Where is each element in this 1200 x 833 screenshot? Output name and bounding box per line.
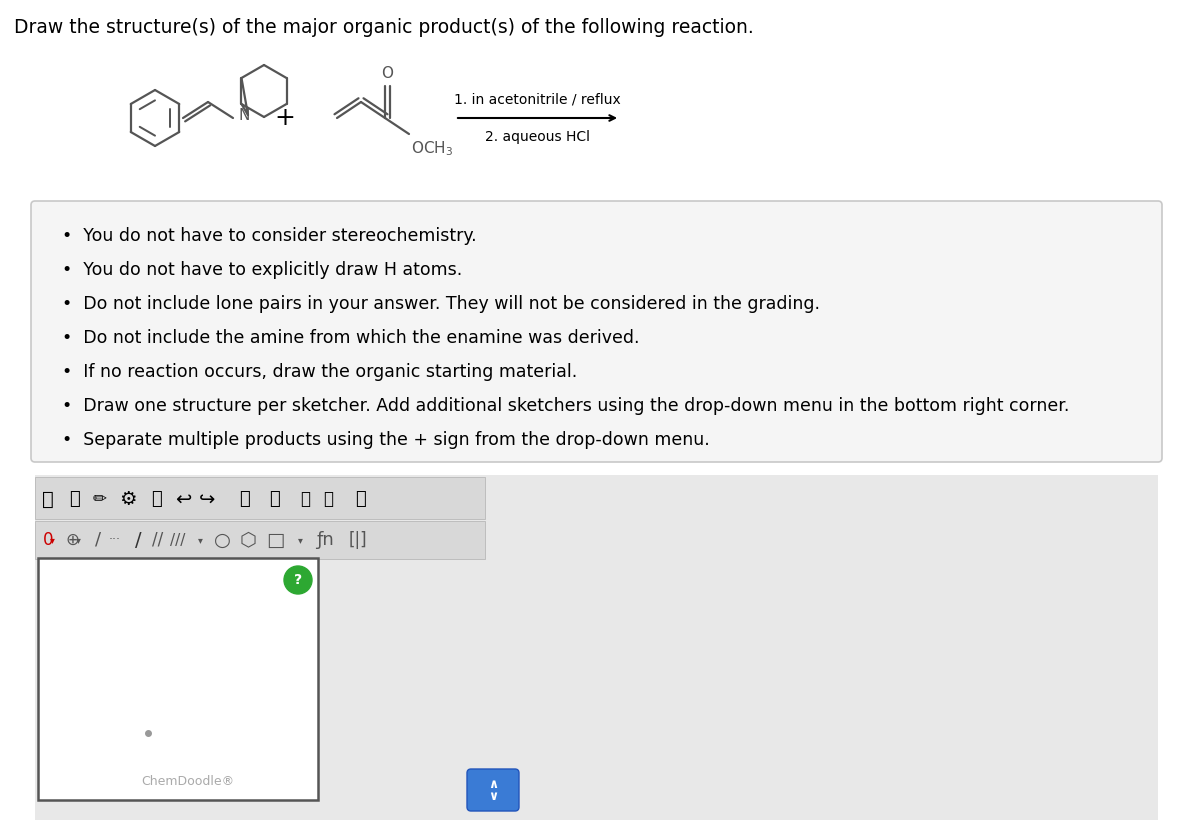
Text: ▾: ▾ <box>198 535 203 545</box>
Text: ⬡: ⬡ <box>240 531 257 550</box>
Text: •  Separate multiple products using the + sign from the drop-down menu.: • Separate multiple products using the +… <box>62 431 709 449</box>
Text: 🎨: 🎨 <box>355 490 365 508</box>
Text: ✋: ✋ <box>42 490 54 508</box>
Text: /: / <box>134 531 142 550</box>
Text: ↩: ↩ <box>175 490 191 508</box>
Text: OCH$_3$: OCH$_3$ <box>410 139 454 157</box>
Text: ///: /// <box>170 532 186 547</box>
Text: 0: 0 <box>43 531 53 549</box>
Text: 2. aqueous HCl: 2. aqueous HCl <box>485 130 590 144</box>
Bar <box>38 558 318 800</box>
Bar <box>35 477 485 519</box>
Text: 🖼: 🖼 <box>240 490 251 508</box>
Text: •  Do not include the amine from which the enamine was derived.: • Do not include the amine from which th… <box>62 329 640 347</box>
Text: 🔍: 🔍 <box>300 490 310 508</box>
Text: •  You do not have to explicitly draw H atoms.: • You do not have to explicitly draw H a… <box>62 261 462 279</box>
Text: [|]: [|] <box>349 531 367 549</box>
Text: O: O <box>382 66 394 81</box>
FancyBboxPatch shape <box>467 769 520 811</box>
Text: ▾: ▾ <box>49 535 54 545</box>
Text: •  If no reaction occurs, draw the organic starting material.: • If no reaction occurs, draw the organi… <box>62 363 577 381</box>
Text: //: // <box>152 531 163 549</box>
Text: N: N <box>238 107 250 122</box>
Text: ∧: ∧ <box>488 777 498 791</box>
Text: ↪: ↪ <box>199 490 215 508</box>
Text: ✏️: ✏️ <box>94 490 107 508</box>
Text: 🔎: 🔎 <box>323 490 334 508</box>
Text: ···: ··· <box>109 533 121 546</box>
Text: 📋: 📋 <box>270 490 281 508</box>
Text: 1. in acetonitrile / reflux: 1. in acetonitrile / reflux <box>454 92 620 106</box>
Text: •  Do not include lone pairs in your answer. They will not be considered in the : • Do not include lone pairs in your answ… <box>62 295 820 313</box>
Text: ?: ? <box>294 573 302 587</box>
Bar <box>35 521 485 559</box>
Bar <box>35 475 1158 820</box>
Text: ○: ○ <box>214 531 230 550</box>
Text: ƒn: ƒn <box>316 531 334 549</box>
Circle shape <box>284 566 312 594</box>
Text: ⚙: ⚙ <box>119 490 137 508</box>
Text: /: / <box>95 531 101 549</box>
Text: ⊕: ⊕ <box>65 531 79 549</box>
Text: ChemDoodle®: ChemDoodle® <box>142 775 234 788</box>
FancyBboxPatch shape <box>31 201 1162 462</box>
Text: Draw the structure(s) of the major organic product(s) of the following reaction.: Draw the structure(s) of the major organ… <box>14 18 754 37</box>
Text: •  Draw one structure per sketcher. Add additional sketchers using the drop-down: • Draw one structure per sketcher. Add a… <box>62 397 1069 415</box>
Text: •  You do not have to consider stereochemistry.: • You do not have to consider stereochem… <box>62 227 476 245</box>
Text: ▾: ▾ <box>76 535 80 545</box>
Text: ▾: ▾ <box>298 535 302 545</box>
Text: □: □ <box>266 531 284 550</box>
Text: ∨: ∨ <box>488 791 498 804</box>
Text: +: + <box>275 106 295 130</box>
Text: 🔒: 🔒 <box>70 490 80 508</box>
Text: 🔧: 🔧 <box>151 490 162 508</box>
